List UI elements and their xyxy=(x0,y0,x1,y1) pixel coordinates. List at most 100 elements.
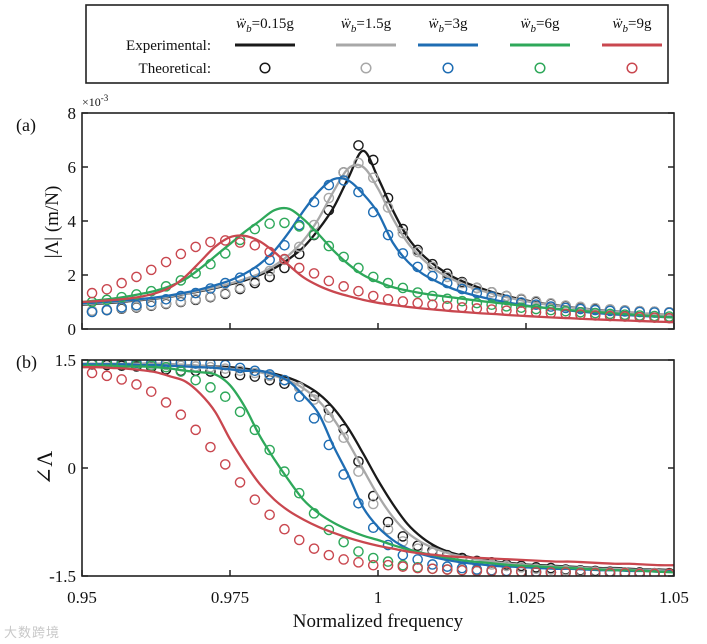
theoretical-marker xyxy=(649,568,660,576)
theoretical-marker xyxy=(160,397,172,408)
theoretical-marker xyxy=(175,248,187,260)
legend-entry: ẅb=3g xyxy=(418,16,478,74)
theoretical-marker xyxy=(86,367,98,379)
theoretical-marker xyxy=(397,296,409,307)
theoretical-marker xyxy=(589,304,601,316)
experimental-line xyxy=(82,234,674,324)
legend-entry: ẅb=6g xyxy=(510,16,570,74)
theoretical-marker xyxy=(367,552,379,564)
theoretical-marker xyxy=(353,157,364,169)
theoretical-marker xyxy=(397,561,409,572)
theoretical-marker xyxy=(190,360,201,369)
legend-value: =6g xyxy=(536,16,560,32)
theoretical-marker xyxy=(249,277,261,289)
theoretical-marker xyxy=(501,566,512,576)
theoretical-marker xyxy=(353,140,364,151)
theoretical-marker xyxy=(367,559,379,571)
theoretical-marker xyxy=(441,271,453,283)
theoretical-marker xyxy=(234,406,246,418)
legend-value: =0.15g xyxy=(252,16,295,32)
theoretical-marker xyxy=(205,236,216,248)
theoretical-marker xyxy=(560,302,571,314)
legend-entry-label: ẅb=3g xyxy=(429,16,468,35)
theoretical-marker xyxy=(456,564,468,576)
series-4 xyxy=(82,365,674,576)
theoretical-marker xyxy=(501,301,512,312)
theoretical-marker xyxy=(353,456,364,467)
legend-subscript: b xyxy=(531,23,537,35)
theoretical-marker xyxy=(293,221,305,232)
legend-entry-label: ẅb=6g xyxy=(521,16,560,35)
legend-value: =1.5g xyxy=(356,16,391,32)
y-tick-label: 0 xyxy=(68,320,77,339)
theoretical-marker xyxy=(323,192,335,204)
x-tick-label: 0.975 xyxy=(211,588,249,607)
theoretical-marker xyxy=(441,293,453,305)
legend-marker-swatch xyxy=(360,62,372,74)
theoretical-marker xyxy=(382,202,394,213)
theoretical-marker xyxy=(323,240,335,252)
theoretical-marker xyxy=(264,444,275,456)
theoretical-marker xyxy=(101,370,113,382)
y-scale-base: ×10 xyxy=(82,95,101,109)
theoretical-marker xyxy=(323,549,335,561)
legend-entry: ẅb=1.5g xyxy=(336,16,396,74)
theoretical-marker xyxy=(353,557,364,568)
legend-marker-swatch xyxy=(259,62,271,74)
legend: Experimental: Theoretical: ẅb=0.15g ẅb=1.… xyxy=(85,4,669,84)
panel-label-a: (a) xyxy=(16,115,36,136)
theoretical-marker xyxy=(382,293,394,305)
theoretical-marker xyxy=(560,567,571,576)
theoretical-marker xyxy=(382,229,394,241)
legend-entry-label: ẅb=1.5g xyxy=(341,16,392,35)
theoretical-marker xyxy=(530,303,542,315)
x-tick-label: 1 xyxy=(374,588,383,607)
theoretical-marker xyxy=(293,241,305,253)
legend-subscript: b xyxy=(623,23,629,35)
theoretical-marker xyxy=(338,281,349,292)
theoretical-marker xyxy=(338,554,349,565)
theoretical-marker xyxy=(190,241,201,253)
theoretical-marker xyxy=(175,290,187,302)
theoretical-marker xyxy=(515,302,527,313)
theoretical-marker xyxy=(116,277,127,289)
theoretical-marker xyxy=(382,559,394,571)
theoretical-marker xyxy=(234,362,246,374)
theoretical-marker xyxy=(219,391,231,403)
theoretical-marker xyxy=(323,275,335,287)
theoretical-marker xyxy=(486,299,497,311)
theoretical-marker xyxy=(471,297,483,309)
theoretical-marker xyxy=(353,285,364,297)
axes-frame xyxy=(81,359,675,577)
theoretical-marker xyxy=(530,567,542,576)
theoretical-marker xyxy=(175,296,187,307)
theoretical-marker xyxy=(338,536,349,548)
legend-symbol: ẅ xyxy=(521,16,531,32)
theoretical-marker xyxy=(101,284,113,295)
legend-value: =9g xyxy=(628,16,652,32)
theoretical-marker xyxy=(249,239,261,251)
theoretical-marker xyxy=(530,299,542,311)
y-axis-label-a: |Λ| (m/N) xyxy=(42,186,63,259)
y-tick-label: -1.5 xyxy=(49,567,76,586)
legend-symbol: ẅ xyxy=(341,16,351,32)
legend-symbol: ẅ xyxy=(613,16,623,32)
theoretical-marker xyxy=(264,218,275,229)
legend-subscript: b xyxy=(439,23,445,35)
theoretical-marker xyxy=(234,477,246,488)
y-scale-exponent: -3 xyxy=(101,93,109,103)
theoretical-marker xyxy=(412,562,423,574)
x-tick-label: 0.95 xyxy=(67,588,97,607)
legend-symbol: ẅ xyxy=(429,16,439,32)
legend-entry: ẅb=9g xyxy=(602,16,662,74)
theoretical-marker xyxy=(249,494,261,505)
series-0 xyxy=(82,140,674,318)
theoretical-marker xyxy=(353,546,364,557)
theoretical-marker xyxy=(264,271,275,283)
theoretical-marker xyxy=(397,531,409,542)
theoretical-marker xyxy=(190,424,201,436)
theoretical-marker xyxy=(205,441,216,453)
theoretical-marker xyxy=(131,271,142,283)
theoretical-marker xyxy=(86,287,98,299)
x-tick-label: 1.025 xyxy=(507,588,545,607)
